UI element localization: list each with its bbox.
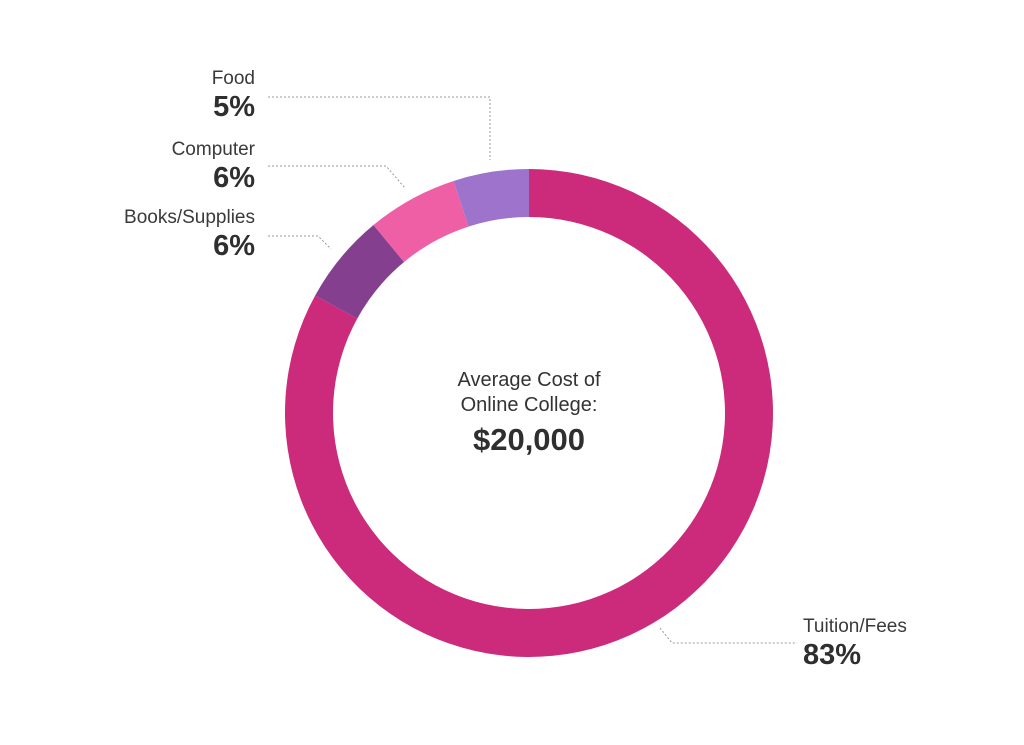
slice-name-tuition-fees: Tuition/Fees bbox=[803, 616, 907, 637]
slice-food bbox=[453, 169, 529, 227]
slice-books-supplies bbox=[315, 224, 405, 319]
slice-percent-books-supplies: 6% bbox=[213, 230, 255, 262]
donut-center-label: Average Cost of Online College: $20,000 bbox=[379, 368, 679, 460]
center-title-line-1: Average Cost of bbox=[457, 369, 601, 391]
slice-percent-tuition-fees: 83% bbox=[803, 639, 862, 671]
leader-computer bbox=[268, 165, 406, 189]
leader-tuition-fees bbox=[659, 627, 797, 644]
center-total-value: $20,000 bbox=[472, 422, 586, 457]
leader-food bbox=[268, 96, 491, 160]
donut-slices bbox=[285, 169, 773, 657]
slice-label-computer: Computer 6% bbox=[115, 139, 255, 195]
slice-name-computer: Computer bbox=[171, 139, 255, 160]
slice-percent-computer: 6% bbox=[213, 162, 255, 194]
slice-computer bbox=[373, 180, 469, 262]
slice-label-tuition-fees: Tuition/Fees 83% bbox=[803, 616, 983, 672]
leader-lines bbox=[268, 96, 797, 644]
center-title-line-2: Online College: bbox=[460, 394, 598, 416]
slice-percent-food: 5% bbox=[213, 91, 255, 123]
slice-label-food: Food 5% bbox=[135, 68, 255, 124]
slice-name-food: Food bbox=[211, 68, 255, 89]
slice-label-books-supplies: Books/Supplies 6% bbox=[75, 207, 255, 263]
slice-name-books-supplies: Books/Supplies bbox=[124, 207, 255, 228]
leader-books-supplies bbox=[268, 235, 332, 250]
